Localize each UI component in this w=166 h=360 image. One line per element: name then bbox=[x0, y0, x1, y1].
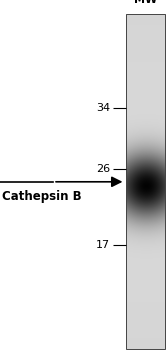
Text: MW: MW bbox=[134, 0, 157, 5]
Text: 26: 26 bbox=[96, 164, 110, 174]
Text: 17: 17 bbox=[96, 240, 110, 250]
Text: Cathepsin B: Cathepsin B bbox=[2, 190, 81, 203]
Bar bbox=[126, 14, 165, 349]
Text: 34: 34 bbox=[96, 103, 110, 113]
